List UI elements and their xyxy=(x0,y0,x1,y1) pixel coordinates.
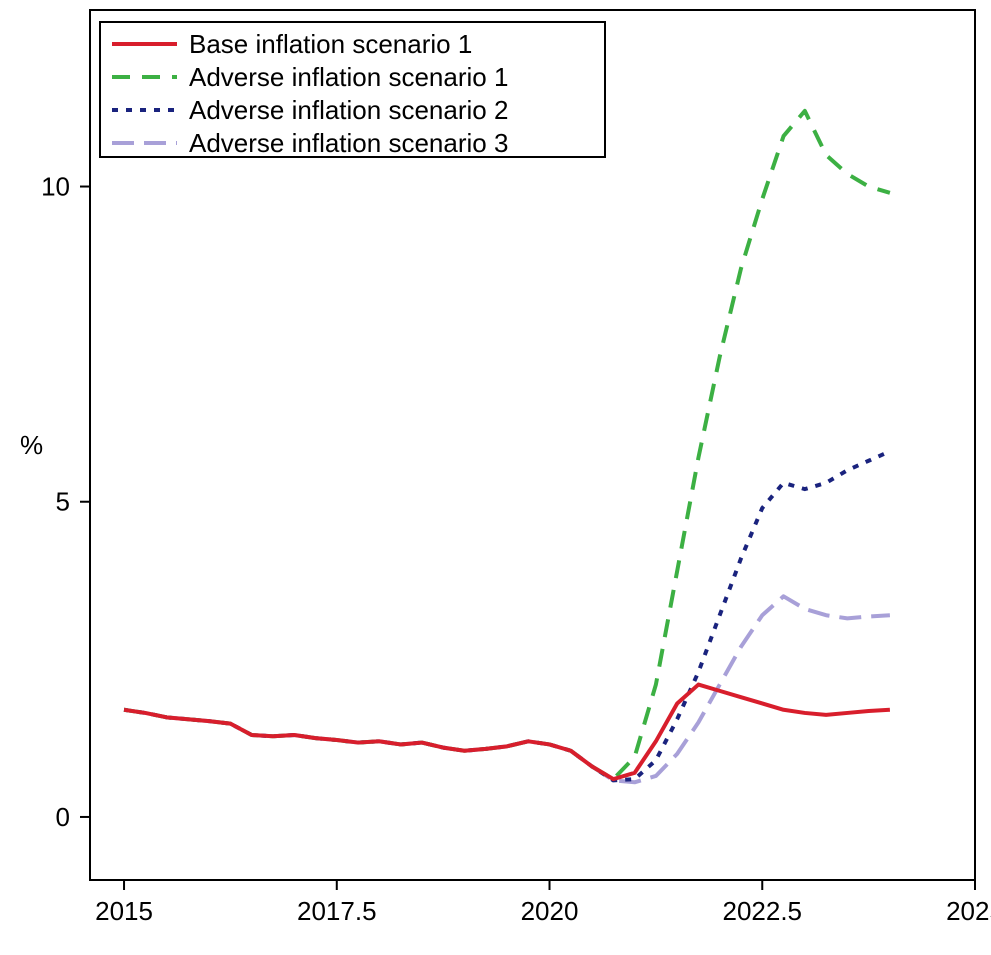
x-tick-label: 2022.5 xyxy=(722,896,802,926)
legend-label: Adverse inflation scenario 2 xyxy=(189,95,508,125)
x-tick-label: 2017.5 xyxy=(297,896,377,926)
legend-label: Adverse inflation scenario 3 xyxy=(189,128,508,158)
x-tick-label: 2015 xyxy=(95,896,153,926)
y-tick-label: 5 xyxy=(56,487,70,517)
y-tick-label: 0 xyxy=(56,802,70,832)
legend-label: Adverse inflation scenario 1 xyxy=(189,62,508,92)
y-axis-label: % xyxy=(20,430,43,460)
legend-label: Base inflation scenario 1 xyxy=(189,29,472,59)
x-tick-label: 2020 xyxy=(521,896,579,926)
x-tick-label: 2025 xyxy=(946,896,991,926)
y-tick-label: 10 xyxy=(41,172,70,202)
chart-svg: 2015 2017.5 2020 2022.5 2025 0 5 10% Base inflat… xyxy=(0,0,991,955)
chart-legend: Base inflation scenario 1Adverse inflati… xyxy=(100,22,605,158)
inflation-scenarios-chart: 2015 2017.5 2020 2022.5 2025 0 5 10% Base inflat… xyxy=(0,0,991,955)
